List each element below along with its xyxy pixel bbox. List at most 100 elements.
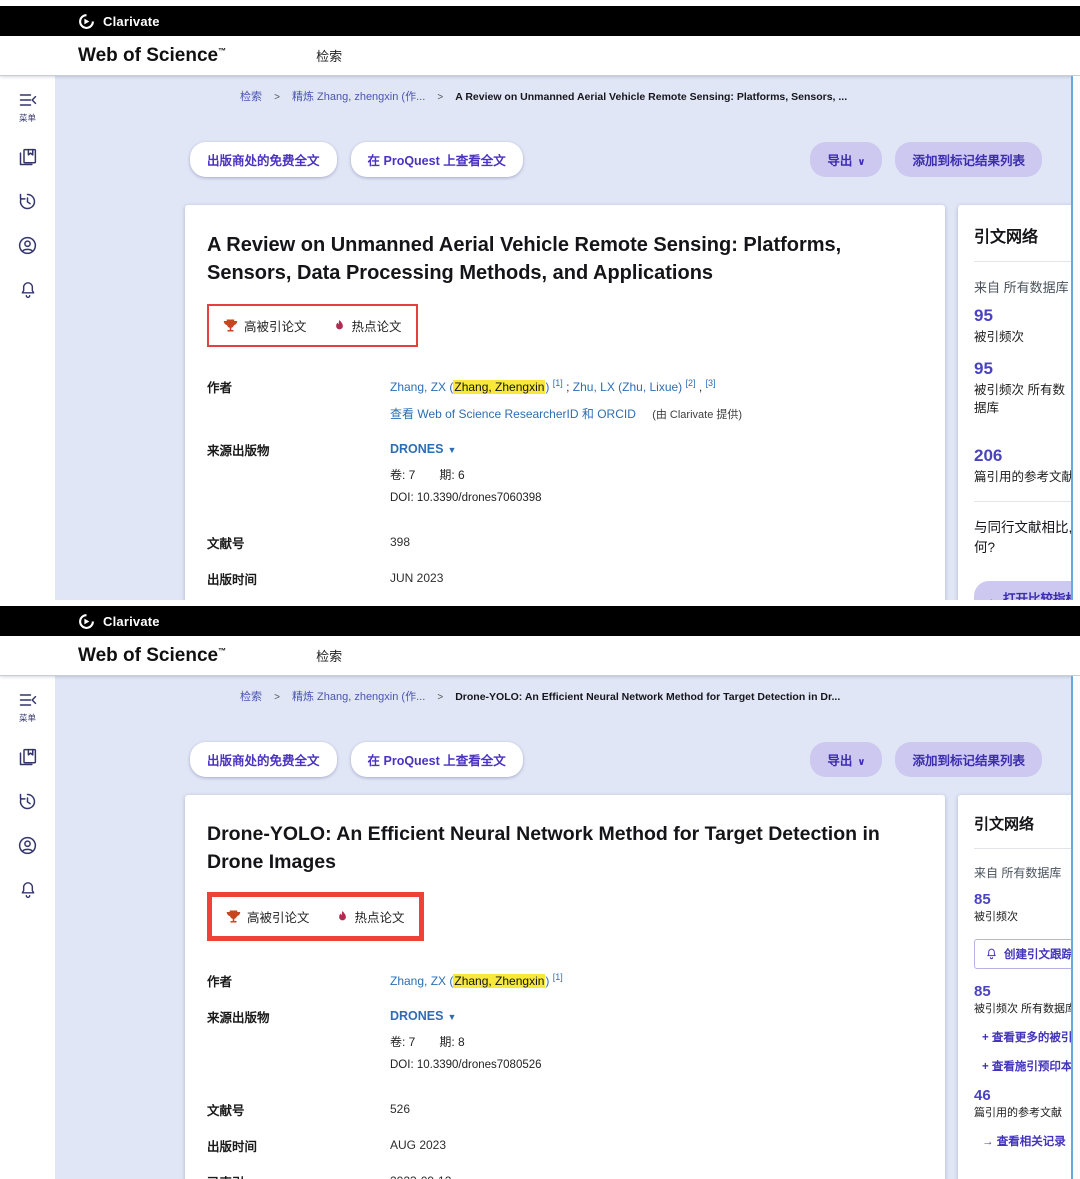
window-edge-line <box>1071 76 1073 600</box>
add-to-marked-list-button[interactable]: 添加到标记结果列表 <box>895 142 1042 177</box>
field-value: Zhang, ZX (Zhang, Zhengxin) [1] <box>390 972 563 989</box>
wos-header: Web of Science™ 检索 <box>0 36 1080 76</box>
export-button[interactable]: 导出 ∨ <box>810 142 883 177</box>
field-value: Zhang, ZX (Zhang, Zhengxin) [1] ; Zhu, L… <box>390 377 742 424</box>
field-label: 来源出版物 <box>207 1011 270 1026</box>
breadcrumb-separator: > <box>437 692 444 703</box>
free-full-text-button[interactable]: 出版商处的免费全文 <box>190 742 337 777</box>
clarivate-wordmark: Clarivate <box>103 613 160 629</box>
menu-label: 菜单 <box>18 713 36 723</box>
author-highlight[interactable]: Zhang, Zhengxin <box>453 974 546 989</box>
divider <box>974 261 1080 262</box>
journal-link[interactable]: DRONES <box>390 442 444 457</box>
times-cited-count[interactable]: 95 <box>974 306 993 325</box>
profile-icon[interactable] <box>17 235 38 256</box>
add-to-marked-list-button[interactable]: 添加到标记结果列表 <box>895 742 1042 777</box>
alerts-bell-icon[interactable] <box>18 879 38 900</box>
right-actions: 导出 ∨ 添加到标记结果列表 <box>810 142 1042 177</box>
flame-icon <box>333 318 346 333</box>
journal-link[interactable]: DRONES <box>390 1009 444 1024</box>
open-comparison-panel-button[interactable]: ← 打开比较指标面板 <box>974 581 1080 600</box>
tab-search[interactable]: 检索 <box>316 49 343 64</box>
viewport-edge-strip <box>1072 76 1080 600</box>
wos-record-screenshot-2: Clarivate Web of Science™ 检索 菜单 <box>0 600 1080 1179</box>
viewport-edge-strip <box>1072 676 1080 1179</box>
citation-network-panel: 引文网络 来自 所有数据库 95 被引频次 95 被引频次 所有数 据库 206… <box>958 205 1080 600</box>
see-citing-preprints-link[interactable]: + 查看施引预印本 <box>982 1060 1073 1073</box>
window-edge-line <box>1071 676 1073 1179</box>
times-cited-all-count[interactable]: 95 <box>974 359 993 379</box>
times-cited-all-label: 被引频次 所有数据库 <box>974 1002 1077 1015</box>
hot-paper-badge: 热点论文 <box>336 907 405 926</box>
field-value: AUG 2023 <box>390 1138 447 1153</box>
history-icon[interactable] <box>17 191 38 212</box>
author-link[interactable]: Zhu, LX (Zhu, Lixue) <box>572 379 686 394</box>
see-more-times-cited-link[interactable]: + 查看更多的被引频次 <box>982 1031 1080 1044</box>
breadcrumb-search-link[interactable]: 检索 <box>240 691 262 703</box>
field-label: 已索引 <box>207 1172 390 1179</box>
cited-references-label: 篇引用的参考文献 <box>974 470 1075 485</box>
field-label: 来源出版物 <box>207 444 270 459</box>
wos-logo[interactable]: Web of Science™ <box>78 44 227 66</box>
field-value: DRONES ▼ 卷: 7 期: 6 DOI: 10.3390/drones7060… <box>390 440 542 507</box>
top-margin <box>0 0 1080 6</box>
left-sidebar: 菜单 <box>0 676 55 1179</box>
researcher-id-link[interactable]: 查看 Web of Science ResearcherID 和 ORCID <box>390 406 636 421</box>
cited-references-count[interactable]: 46 <box>974 1086 991 1104</box>
times-cited-count[interactable]: 85 <box>974 891 991 908</box>
profile-icon[interactable] <box>17 835 38 856</box>
proquest-full-text-button[interactable]: 在 ProQuest 上查看全文 <box>350 142 523 177</box>
dropdown-triangle-icon[interactable]: ▼ <box>447 1012 457 1023</box>
bell-icon <box>987 949 996 960</box>
doi: DOI: 10.3390/drones7080526 <box>390 1059 542 1072</box>
export-button[interactable]: 导出 ∨ <box>810 742 883 777</box>
menu-icon[interactable]: 菜单 <box>17 690 39 724</box>
left-sidebar: 菜单 <box>0 76 55 600</box>
times-cited-all-count[interactable]: 85 <box>974 982 991 1000</box>
affiliation-ref[interactable]: [2] <box>685 377 696 388</box>
article-title: A Review on Unmanned Aerial Vehicle Remo… <box>207 234 842 285</box>
cited-references-count[interactable]: 206 <box>974 446 1003 466</box>
free-full-text-button[interactable]: 出版商处的免费全文 <box>190 142 337 177</box>
from-all-databases: 来自 所有数据库 <box>974 866 1062 880</box>
menu-label: 菜单 <box>18 113 36 123</box>
trophy-icon <box>226 909 241 924</box>
hot-paper-badge: 热点论文 <box>333 316 402 335</box>
breadcrumb-search-link[interactable]: 检索 <box>240 91 262 103</box>
top-margin <box>0 600 1080 606</box>
breadcrumb-current: Drone-YOLO: An Efficient Neural Network … <box>455 691 841 703</box>
author-link[interactable]: Zhang, ZX ( <box>390 379 454 394</box>
field-label: 出版时间 <box>207 573 258 588</box>
affiliation-ref[interactable]: [3] <box>705 377 716 388</box>
marked-list-icon[interactable] <box>17 147 38 168</box>
tab-search[interactable]: 检索 <box>316 649 343 664</box>
author-link[interactable]: Zhang, ZX ( <box>390 974 454 989</box>
create-citation-alert-button[interactable]: 创建引文跟踪 <box>974 938 1080 969</box>
proquest-full-text-button[interactable]: 在 ProQuest 上查看全文 <box>350 742 523 777</box>
breadcrumb-separator: > <box>274 92 280 103</box>
times-cited-all-label: 被引频次 所有数 据库 <box>974 383 1065 416</box>
breadcrumb-refine-link[interactable]: 精炼 Zhang, zhengxin (作... <box>291 91 426 103</box>
red-annotation-box: 高被引论文 热点论文 <box>207 892 424 942</box>
see-related-records-link[interactable]: → 查看相关记录 <box>982 1135 1066 1148</box>
dropdown-triangle-icon[interactable]: ▼ <box>447 445 457 456</box>
marked-list-icon[interactable] <box>17 747 38 768</box>
wos-record-screenshot-1: Clarivate Web of Science™ 检索 菜单 <box>0 0 1080 600</box>
affiliation-ref[interactable]: [1] <box>552 972 563 983</box>
citation-network-title: 引文网络 <box>974 229 1039 246</box>
highly-cited-badge: 高被引论文 <box>223 316 307 335</box>
affiliation-ref[interactable]: [1] <box>552 377 563 388</box>
wos-logo[interactable]: Web of Science™ <box>78 644 227 666</box>
clarivate-topbar: Clarivate <box>0 6 1080 36</box>
doi: DOI: 10.3390/drones7060398 <box>390 492 542 505</box>
breadcrumb-refine-link[interactable]: 精炼 Zhang, zhengxin (作... <box>291 691 426 703</box>
menu-icon[interactable]: 菜单 <box>17 90 39 124</box>
history-icon[interactable] <box>17 791 38 812</box>
alerts-bell-icon[interactable] <box>18 279 38 300</box>
hot-paper-label: 热点论文 <box>354 911 405 926</box>
author-highlight[interactable]: Zhang, Zhengxin <box>453 379 546 394</box>
researcher-note: (由 Clarivate 提供) <box>652 408 743 421</box>
highly-cited-badge: 高被引论文 <box>226 907 310 926</box>
field-docnum: 文献号 526 <box>207 1100 917 1119</box>
wos-header: Web of Science™ 检索 <box>0 636 1080 676</box>
